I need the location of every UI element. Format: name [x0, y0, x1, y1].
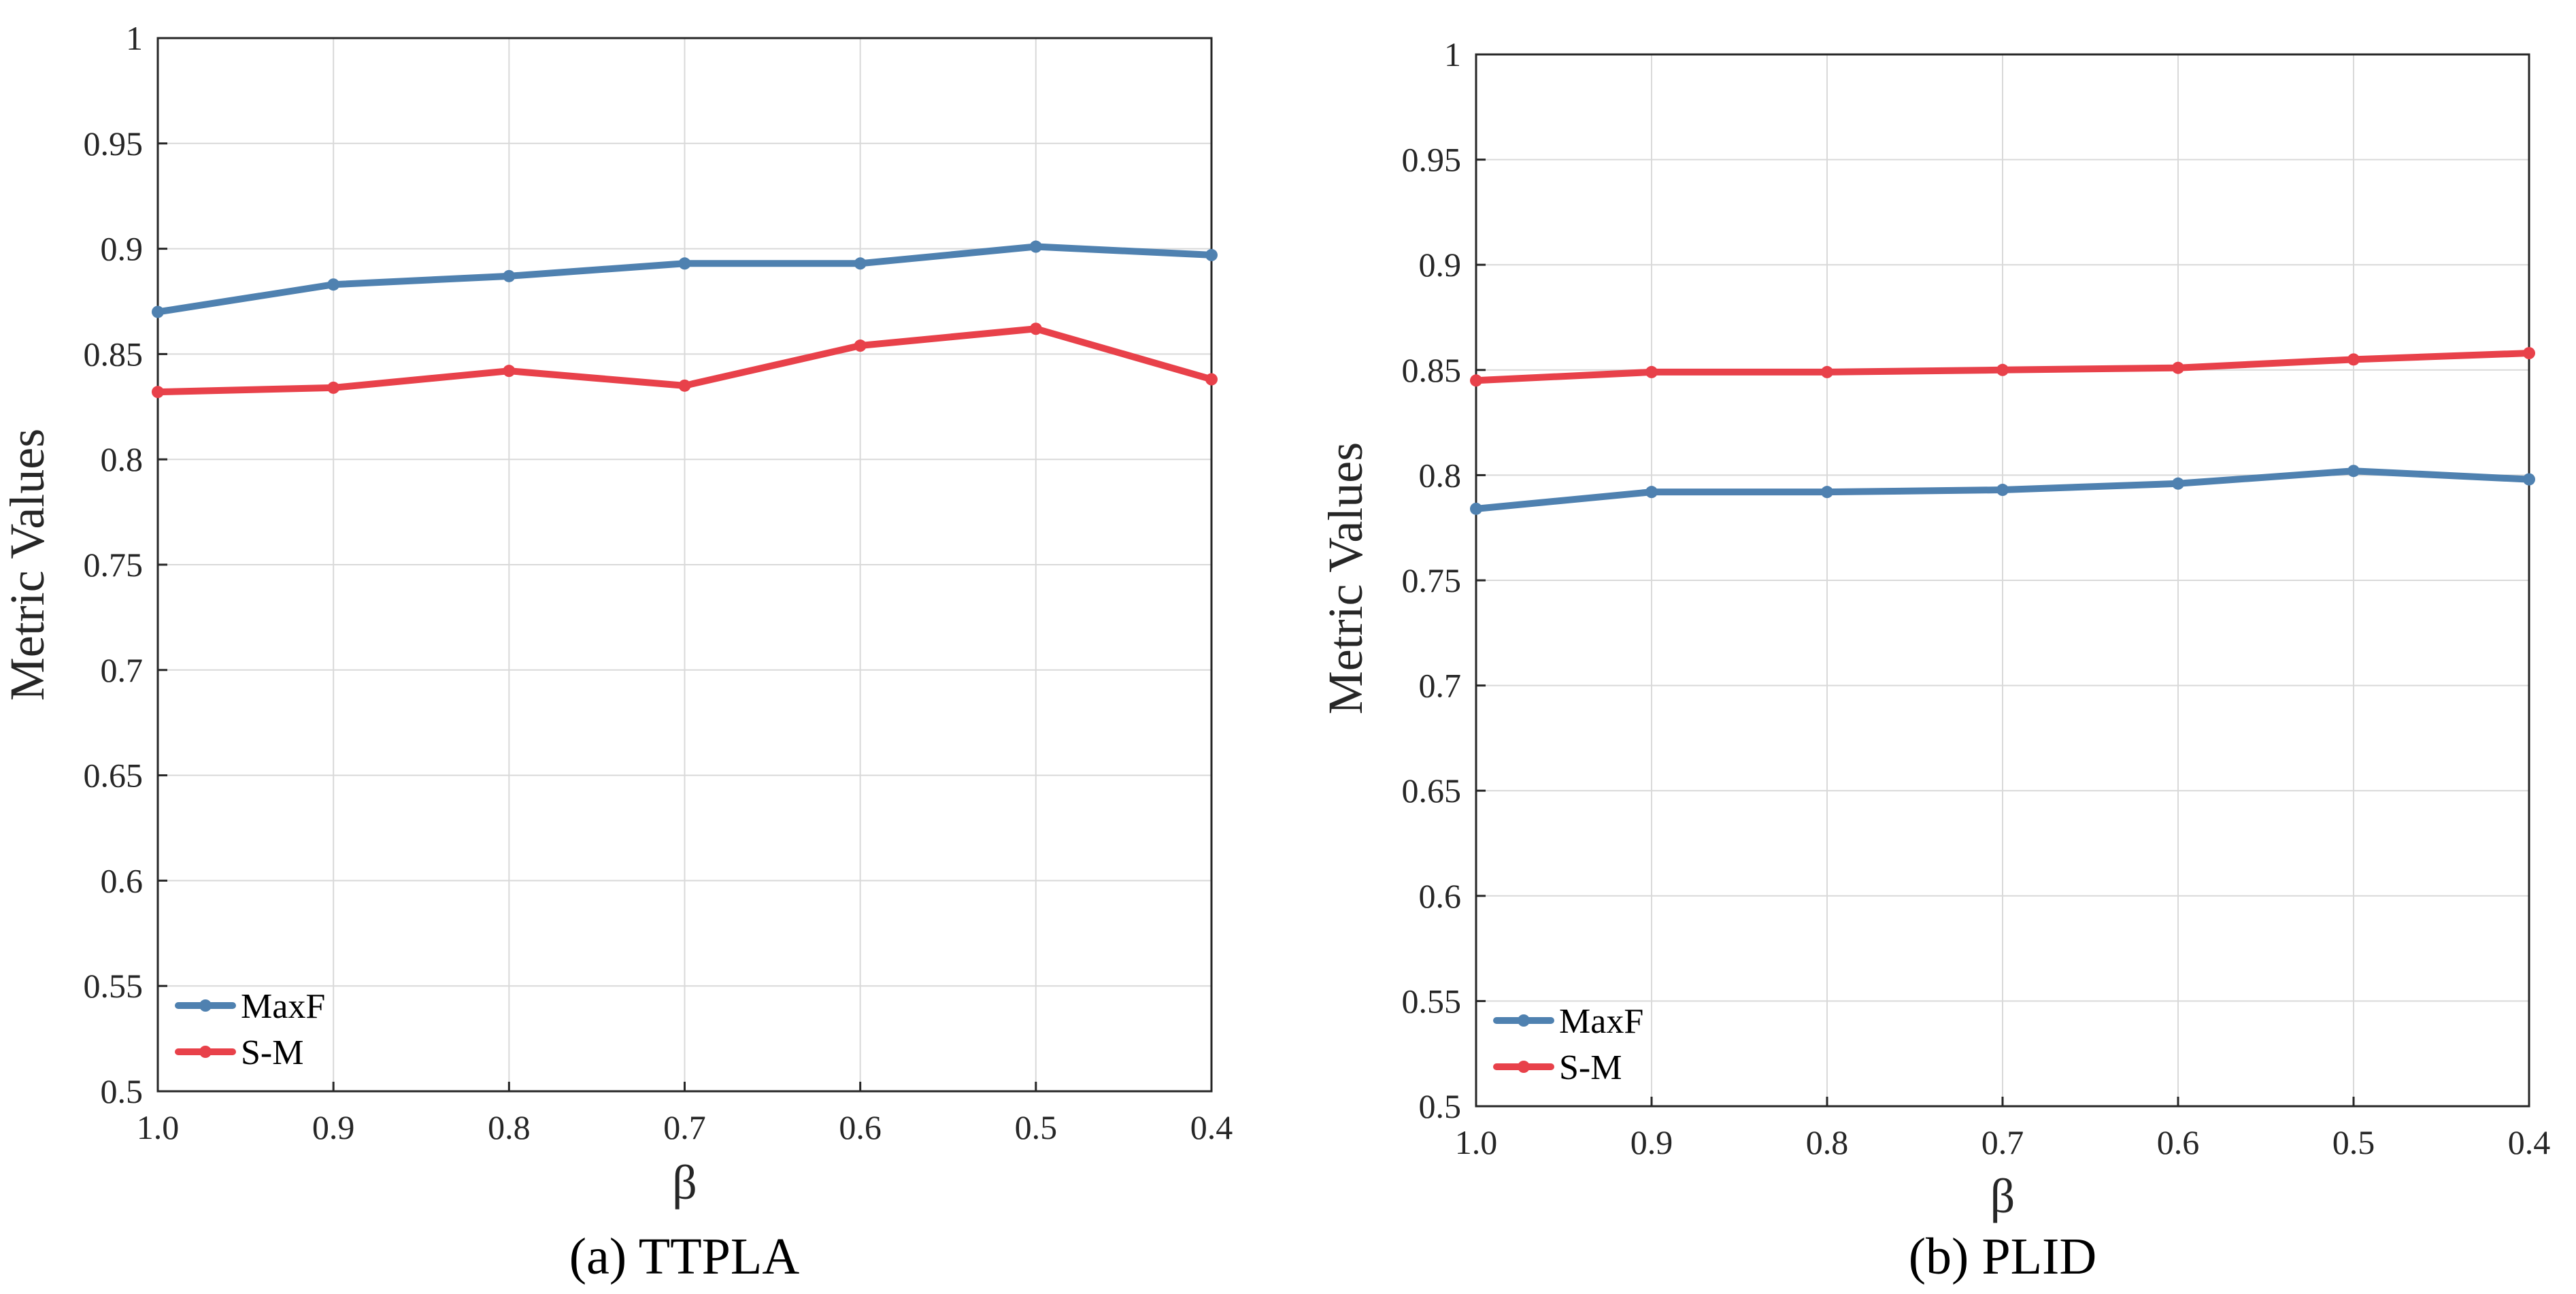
series-s-m [152, 322, 1218, 399]
data-point [1470, 502, 1482, 515]
data-point [2172, 477, 2184, 490]
legend-label: MaxF [1559, 1002, 1643, 1041]
x-tick-label: 0.5 [1015, 1108, 1058, 1146]
y-tick-label: 1 [126, 19, 143, 57]
series-maxf [1470, 465, 2535, 515]
panel-caption: (a) TTPLA [569, 1228, 800, 1285]
x-tick-label: 1.0 [137, 1108, 180, 1146]
data-point [2172, 361, 2184, 374]
data-point [152, 386, 164, 399]
data-point [1821, 365, 1833, 378]
y-tick-label: 0.7 [101, 651, 144, 689]
y-tick-label: 0.8 [101, 440, 144, 478]
y-axis-label: Metric Values [0, 429, 54, 701]
y-tick-label: 0.8 [1419, 456, 1462, 494]
data-point [854, 257, 867, 270]
series-maxf [152, 240, 1218, 318]
legend-item: S-M [1493, 1048, 1622, 1087]
y-tick-label: 0.95 [1402, 141, 1462, 179]
y-tick-label: 0.9 [1419, 246, 1462, 284]
y-tick-label: 0.65 [84, 757, 144, 795]
data-point [2347, 353, 2360, 366]
x-axis-label: β [672, 1155, 697, 1210]
x-tick-label: 0.7 [663, 1108, 706, 1146]
data-point [1205, 373, 1218, 386]
data-point [1996, 484, 2009, 497]
chart-panel-b: 1.0 0.9 0.8 0.7 0.6 0.5 0.4 0.5 0.55 0.6 0.65 0.7 0.… [1318, 35, 2550, 1285]
x-axis-label: β [1990, 1169, 2015, 1223]
x-tick-label: 1.0 [1455, 1123, 1498, 1161]
y-tick-label: 0.5 [1419, 1087, 1462, 1125]
legend-label: MaxF [241, 987, 325, 1026]
legend: MaxF S-M [175, 987, 325, 1072]
x-tick-label: 0.9 [312, 1108, 355, 1146]
y-tick-label: 0.9 [101, 230, 144, 268]
data-point [1205, 248, 1218, 261]
y-tick-label: 0.65 [1402, 772, 1462, 810]
chart-panel-a: 1.0 0.9 0.8 0.7 0.6 0.5 0.4 0.5 0.55 0.6 0.65 0.7 0.… [0, 19, 1233, 1285]
y-tick-label: 0.95 [84, 125, 144, 163]
legend-marker [1518, 1061, 1530, 1073]
data-point [1996, 363, 2009, 376]
y-tick-label: 0.5 [101, 1072, 144, 1110]
grid [1476, 54, 2529, 1106]
y-tick-label: 0.75 [1402, 561, 1462, 599]
legend-item: MaxF [1493, 1002, 1643, 1041]
y-axis-label: Metric Values [1318, 442, 1373, 715]
data-point [503, 365, 516, 378]
legend-marker [199, 1046, 212, 1058]
y-tick-label: 0.55 [1402, 982, 1462, 1020]
data-point [678, 257, 691, 270]
data-point [327, 278, 340, 291]
legend-label: S-M [241, 1033, 303, 1072]
data-point [2523, 347, 2535, 360]
grid [158, 38, 1211, 1091]
data-point [2523, 473, 2535, 486]
panel-caption: (b) PLID [1909, 1228, 2097, 1285]
y-tick-label: 0.6 [1419, 877, 1462, 915]
series-s-m [1470, 347, 2535, 387]
y-tick-label: 0.7 [1419, 667, 1462, 705]
data-point [1645, 365, 1658, 378]
data-point [1029, 240, 1042, 253]
x-tick-label: 0.9 [1630, 1123, 1673, 1161]
y-tick-label: 0.85 [1402, 351, 1462, 389]
x-tick-label: 0.6 [839, 1108, 882, 1146]
x-tick-label: 0.7 [1981, 1123, 2024, 1161]
x-tick-label: 0.4 [2508, 1123, 2551, 1161]
data-point [152, 305, 164, 318]
legend-label: S-M [1559, 1048, 1622, 1087]
legend-marker [199, 999, 212, 1012]
legend-marker [1518, 1014, 1530, 1027]
x-tick-label: 0.8 [488, 1108, 531, 1146]
legend: MaxF S-M [1493, 1002, 1643, 1087]
data-point [854, 339, 867, 352]
data-point [503, 269, 516, 282]
y-tick-label: 0.75 [84, 546, 144, 584]
x-tick-label: 0.6 [2157, 1123, 2200, 1161]
data-point [1470, 374, 1482, 387]
y-tick-label: 0.85 [84, 335, 144, 373]
data-point [1645, 486, 1658, 499]
data-point [1821, 486, 1833, 499]
x-tick-label: 0.8 [1806, 1123, 1849, 1161]
x-tick-label: 0.5 [2332, 1123, 2375, 1161]
legend-item: S-M [175, 1033, 303, 1072]
data-point [2347, 465, 2360, 478]
data-point [1029, 322, 1042, 335]
y-tick-label: 1 [1444, 35, 1461, 73]
data-point [327, 381, 340, 394]
y-tick-label: 0.6 [101, 861, 144, 899]
x-tick-label: 0.4 [1190, 1108, 1233, 1146]
data-point [678, 379, 691, 392]
y-tick-label: 0.55 [84, 967, 144, 1005]
legend-item: MaxF [175, 987, 325, 1026]
